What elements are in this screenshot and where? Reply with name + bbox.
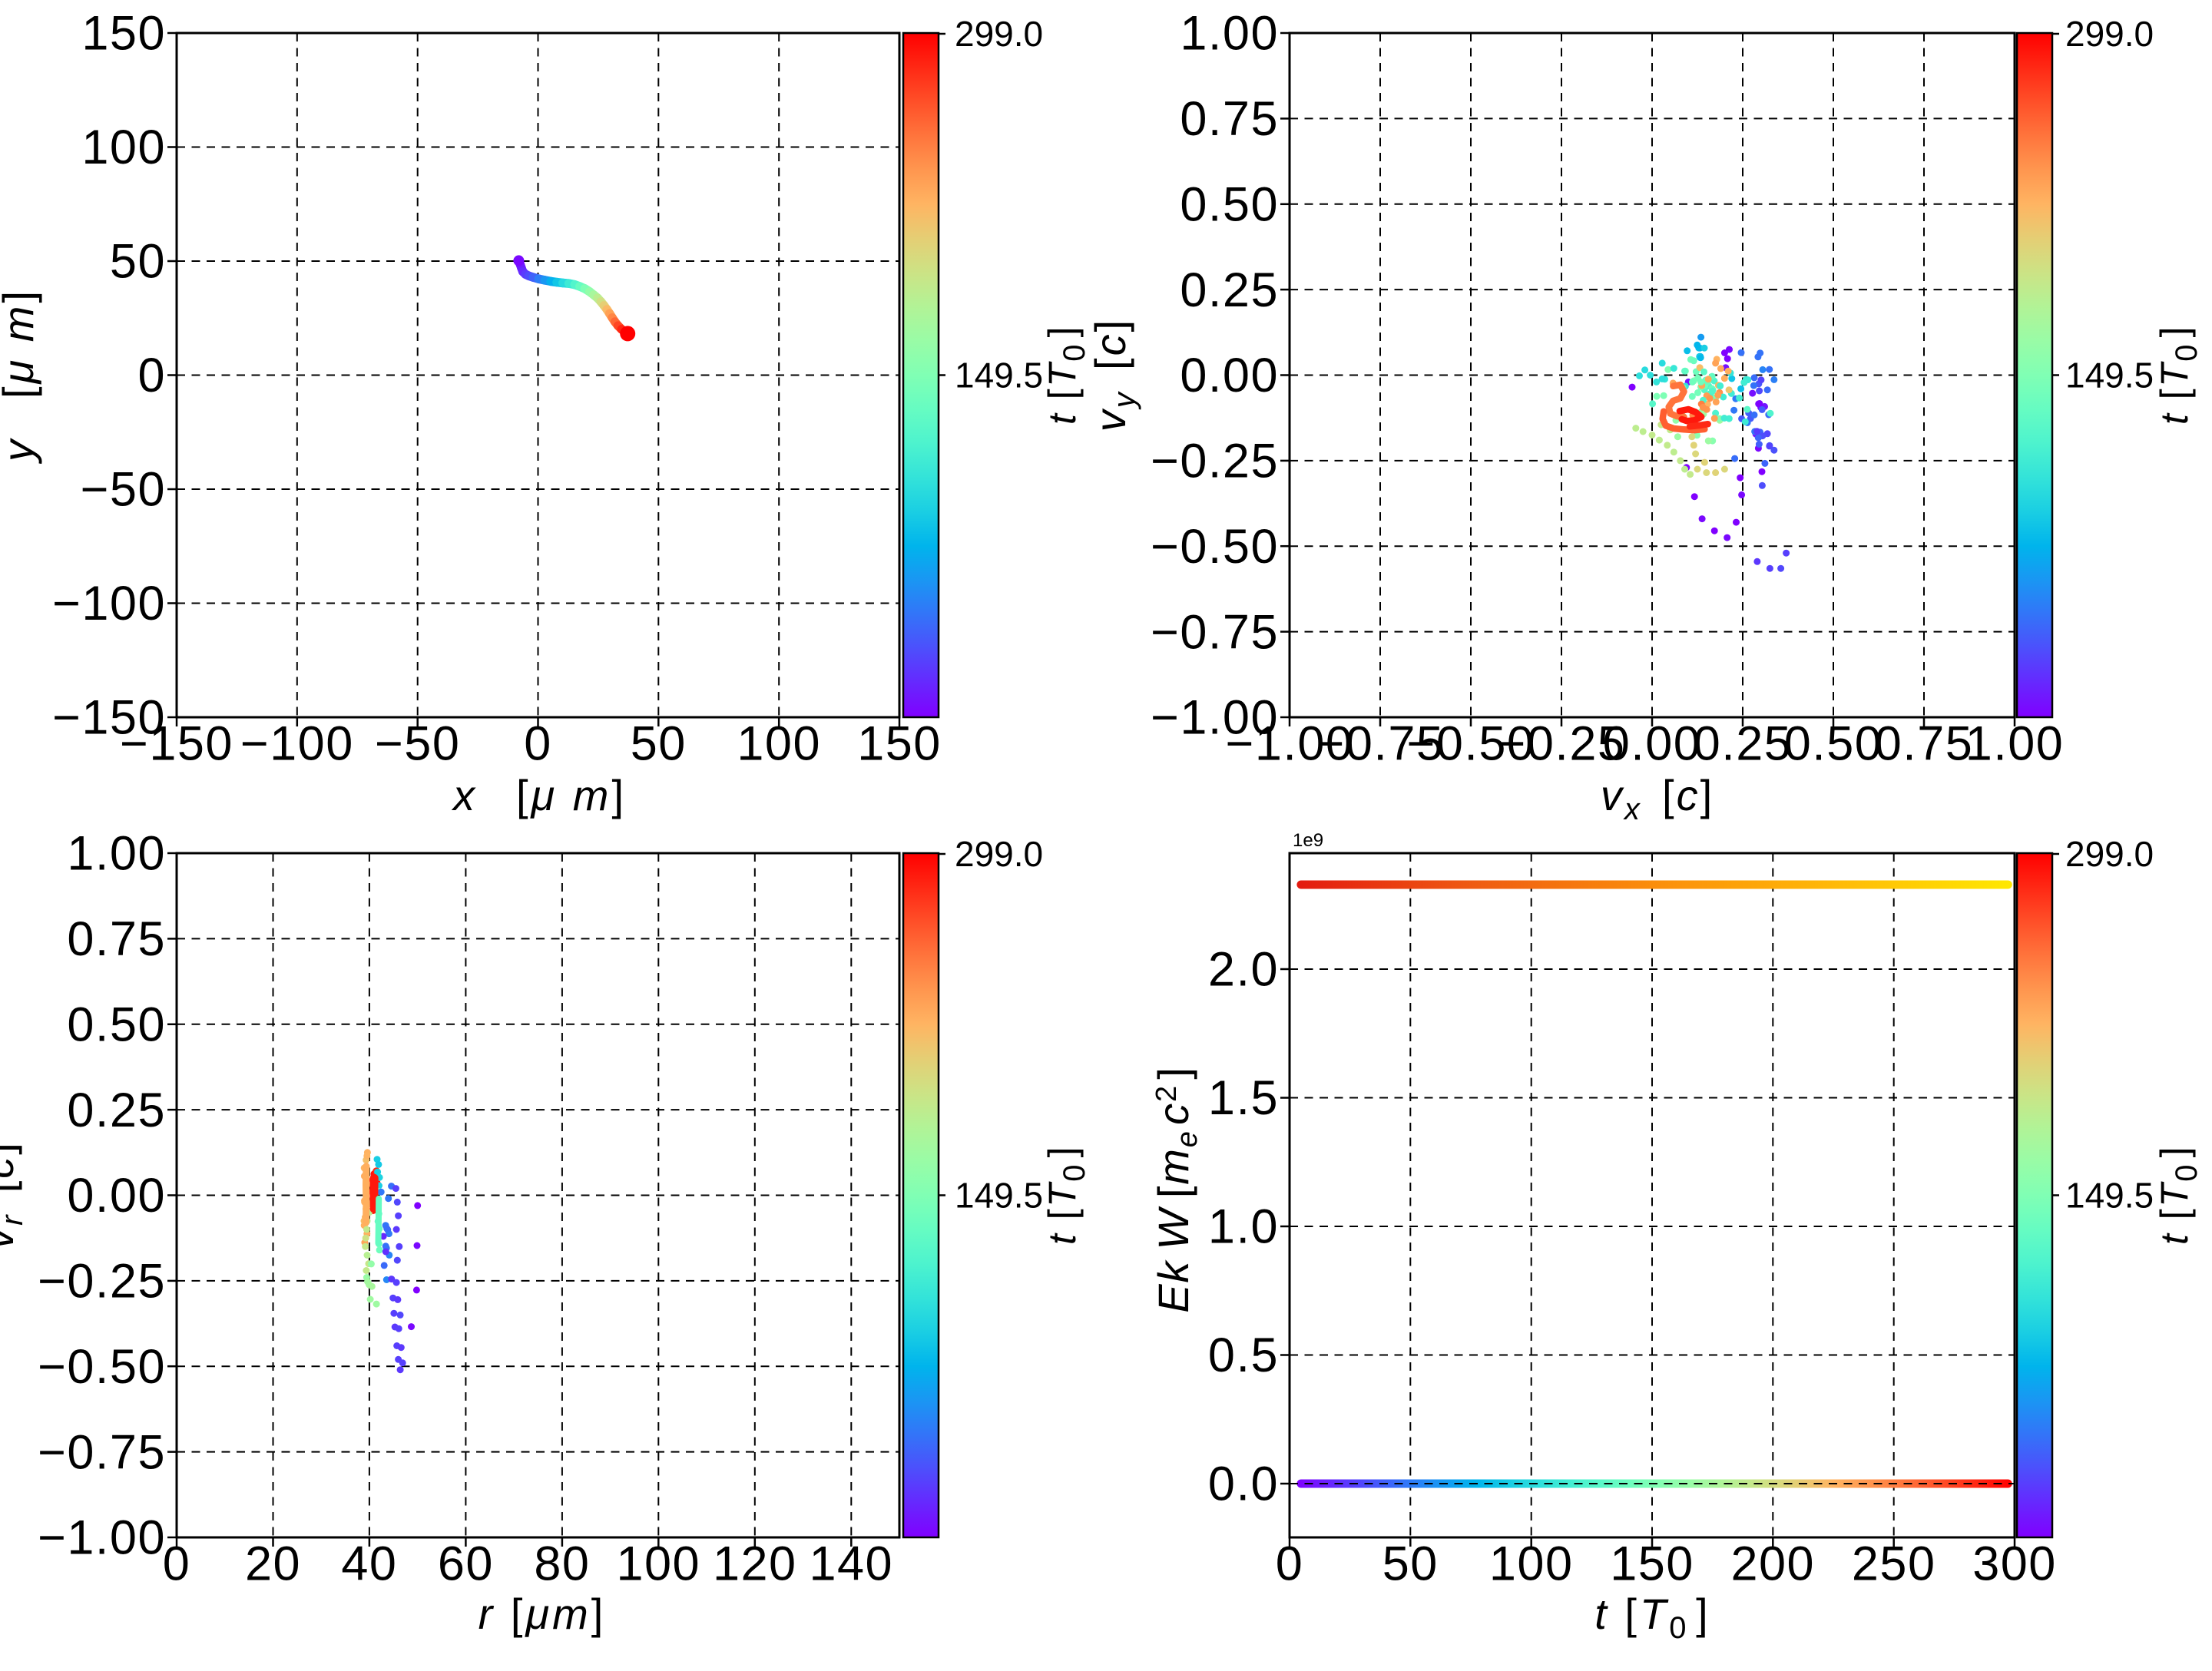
- svg-text:50: 50: [631, 716, 687, 770]
- svg-text:vy [c]: vy [c]: [1086, 318, 1141, 432]
- svg-text:0.0: 0.0: [1208, 1458, 1279, 1511]
- svg-text:20: 20: [245, 1537, 301, 1590]
- svg-text:1e9: 1e9: [1293, 830, 1323, 851]
- svg-text:299.0: 299.0: [2065, 834, 2154, 874]
- svg-text:−0.25: −0.25: [1151, 435, 1279, 488]
- svg-text:140: 140: [809, 1537, 893, 1590]
- svg-text:149.5: 149.5: [955, 355, 1043, 395]
- svg-text:0.00: 0.00: [1603, 716, 1702, 770]
- svg-text:149.5: 149.5: [2065, 355, 2154, 395]
- svg-text:0.25: 0.25: [1694, 716, 1793, 770]
- svg-text:Ek W [me c2 ]: Ek W [me c2 ]: [1149, 1066, 1204, 1312]
- svg-text:t [T0 ]: t [T0 ]: [1041, 1145, 1091, 1245]
- svg-text:t [T0 ]: t [T0 ]: [2153, 1145, 2204, 1245]
- svg-text:−100: −100: [52, 577, 166, 630]
- svg-text:0: 0: [163, 1537, 191, 1590]
- svg-text:1.0: 1.0: [1208, 1200, 1279, 1254]
- svg-text:x [μ m]: x [μ m]: [451, 771, 627, 819]
- svg-text:−0.50: −0.50: [1151, 520, 1279, 574]
- svg-text:−0.75: −0.75: [1316, 716, 1445, 770]
- svg-text:100: 100: [737, 716, 821, 770]
- svg-text:−150: −150: [52, 691, 166, 745]
- svg-text:−50: −50: [81, 463, 166, 517]
- svg-text:149.5: 149.5: [2065, 1175, 2154, 1215]
- svg-text:0: 0: [137, 349, 166, 402]
- svg-text:299.0: 299.0: [955, 834, 1043, 874]
- svg-text:0.50: 0.50: [1180, 177, 1279, 231]
- svg-text:0: 0: [1276, 1537, 1304, 1590]
- svg-text:0.5: 0.5: [1208, 1329, 1279, 1382]
- svg-text:150: 150: [1610, 1537, 1694, 1590]
- svg-text:50: 50: [110, 235, 166, 289]
- svg-text:0.00: 0.00: [1180, 349, 1279, 402]
- svg-text:300: 300: [1972, 1537, 2057, 1590]
- svg-text:−100: −100: [240, 716, 354, 770]
- svg-text:150: 150: [857, 716, 942, 770]
- svg-text:60: 60: [438, 1537, 494, 1590]
- svg-text:100: 100: [1489, 1537, 1574, 1590]
- svg-text:0: 0: [524, 716, 552, 770]
- svg-text:100: 100: [81, 121, 166, 174]
- svg-text:299.0: 299.0: [2065, 14, 2154, 54]
- svg-text:0.75: 0.75: [1875, 716, 1974, 770]
- svg-text:120: 120: [713, 1537, 797, 1590]
- svg-text:vx [c]: vx [c]: [1601, 771, 1714, 826]
- svg-text:1.5: 1.5: [1208, 1071, 1279, 1125]
- svg-text:0.75: 0.75: [1180, 92, 1279, 146]
- svg-text:r [μm]: r [μm]: [478, 1590, 607, 1638]
- svg-text:−0.50: −0.50: [1407, 716, 1535, 770]
- svg-text:2.0: 2.0: [1208, 943, 1279, 997]
- svg-text:1.00: 1.00: [1965, 716, 2065, 770]
- svg-text:−0.75: −0.75: [38, 1425, 166, 1479]
- svg-text:299.0: 299.0: [955, 14, 1043, 54]
- svg-text:40: 40: [341, 1537, 397, 1590]
- svg-text:250: 250: [1852, 1537, 1936, 1590]
- svg-text:−1.00: −1.00: [38, 1511, 166, 1565]
- svg-text:t [T0 ]: t [T0 ]: [2153, 325, 2204, 425]
- svg-text:50: 50: [1382, 1537, 1439, 1590]
- svg-text:−0.50: −0.50: [38, 1340, 166, 1394]
- svg-text:0.25: 0.25: [67, 1084, 166, 1137]
- svg-text:−1.00: −1.00: [1151, 691, 1279, 745]
- svg-text:200: 200: [1730, 1537, 1815, 1590]
- svg-text:−150: −150: [120, 716, 233, 770]
- svg-text:0.50: 0.50: [1784, 716, 1883, 770]
- svg-text:−50: −50: [375, 716, 460, 770]
- svg-text:1.00: 1.00: [67, 827, 166, 881]
- svg-text:80: 80: [534, 1537, 590, 1590]
- svg-text:−0.25: −0.25: [1498, 716, 1626, 770]
- svg-text:−1.00: −1.00: [1226, 716, 1354, 770]
- svg-text:0.50: 0.50: [67, 998, 166, 1051]
- svg-text:0.00: 0.00: [67, 1169, 166, 1223]
- svg-text:−0.25: −0.25: [38, 1255, 166, 1309]
- svg-text:y [μ m]: y [μ m]: [0, 288, 42, 465]
- svg-text:t [T0 ]: t [T0 ]: [1041, 325, 1091, 425]
- svg-text:150: 150: [81, 7, 166, 61]
- svg-text:100: 100: [616, 1537, 700, 1590]
- svg-text:0.75: 0.75: [67, 912, 166, 966]
- svg-text:0.25: 0.25: [1180, 263, 1279, 317]
- svg-text:t [T0 ]: t [T0 ]: [1594, 1590, 1710, 1645]
- svg-text:1.00: 1.00: [1180, 7, 1279, 61]
- svg-text:−0.75: −0.75: [1151, 605, 1279, 659]
- svg-text:149.5: 149.5: [955, 1175, 1043, 1215]
